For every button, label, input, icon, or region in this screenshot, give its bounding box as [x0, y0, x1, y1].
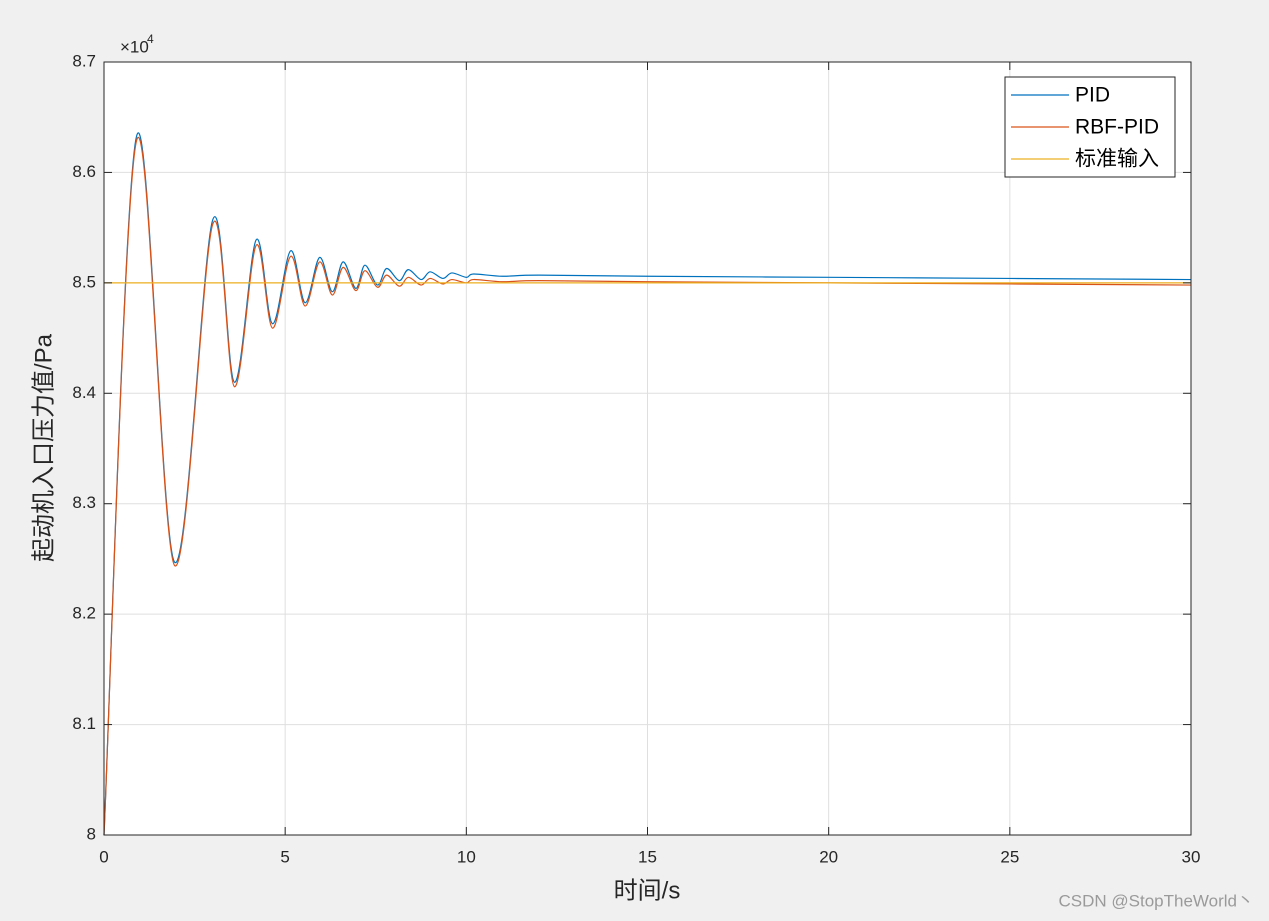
legend-label: PID — [1075, 84, 1110, 107]
y-tick-label: 8.2 — [72, 604, 96, 623]
y-axis-label: 起动机入口压力值/Pa — [30, 333, 57, 562]
y-tick-label: 8.7 — [72, 51, 96, 70]
y-exponent-power: 4 — [147, 32, 154, 46]
line-series — [103, 136, 1192, 836]
x-tick-label: 10 — [457, 847, 476, 866]
x-tick-label: 25 — [1000, 847, 1019, 866]
x-tick-label: 20 — [819, 847, 838, 866]
y-tick-label: 8.4 — [72, 383, 96, 402]
x-tick-label: 5 — [280, 847, 289, 866]
y-tick-label: 8.3 — [72, 493, 96, 512]
x-tick-label: 30 — [1182, 847, 1201, 866]
y-tick-label: 8.5 — [72, 272, 96, 291]
y-tick-label: 8.1 — [72, 714, 96, 733]
y-tick-label: 8 — [87, 824, 96, 843]
x-tick-label: 0 — [99, 847, 108, 866]
y-exponent-base: ×10 — [120, 37, 149, 56]
x-axis-label: 时间/s — [614, 877, 681, 904]
watermark: CSDN @StopTheWorld丶 — [1059, 891, 1255, 910]
y-tick-label: 8.6 — [72, 162, 96, 181]
legend-label: RBF-PID — [1075, 116, 1159, 139]
legend-label: 标准输入 — [1075, 148, 1159, 171]
x-tick-label: 15 — [638, 847, 657, 866]
